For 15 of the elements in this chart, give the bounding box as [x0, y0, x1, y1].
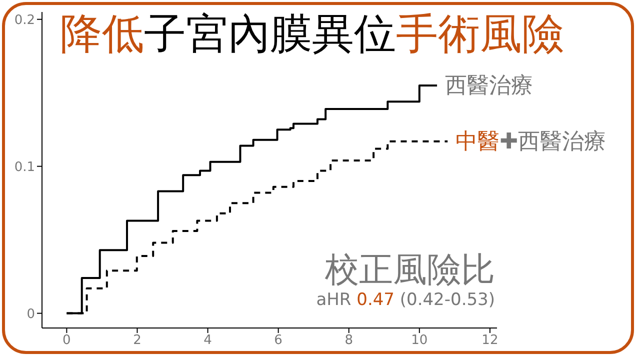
- annotation: 校正風險比: [324, 250, 495, 290]
- x-tick-label: 8: [344, 333, 353, 348]
- chart-title: 降低子宮內膜異位手術風險: [60, 9, 564, 58]
- x-tick-label: 10: [411, 333, 428, 348]
- x-tick-label: 4: [204, 333, 212, 348]
- y-tick-label: 0: [26, 306, 35, 322]
- x-tick-label: 0: [62, 333, 71, 348]
- series-label: 中醫✚西醫治療: [456, 129, 606, 154]
- y-tick-label: 0.2: [14, 12, 35, 28]
- series-label: 西醫治療: [445, 73, 534, 98]
- x-tick-label: 6: [274, 333, 282, 348]
- y-tick-label: 0.1: [14, 160, 35, 175]
- x-tick-label: 12: [482, 333, 498, 348]
- annotation: aHR 0.47 (0.42-0.53): [316, 290, 495, 310]
- x-tick-label: 2: [133, 333, 142, 348]
